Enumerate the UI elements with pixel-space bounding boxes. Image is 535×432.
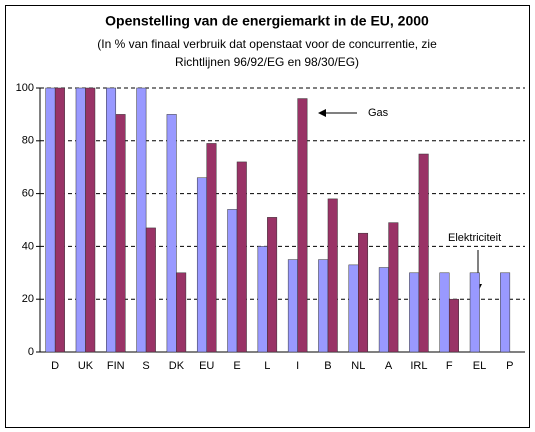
bar xyxy=(500,272,511,353)
y-tick-label: 80 xyxy=(22,135,34,147)
x-tick-label: UK xyxy=(78,360,94,372)
bar xyxy=(54,87,65,353)
bar xyxy=(206,143,217,353)
chart-subtitle: Richtlijnen 96/92/EG en 98/30/EG) xyxy=(175,55,359,69)
bar xyxy=(378,267,389,353)
bar xyxy=(327,198,338,353)
y-tick-label: 40 xyxy=(22,240,34,252)
bar xyxy=(267,217,278,353)
bar xyxy=(257,246,268,353)
y-tick-label: 60 xyxy=(22,188,34,200)
annotation: Gas xyxy=(368,107,389,119)
bar xyxy=(469,272,480,353)
bar xyxy=(145,227,156,353)
bar xyxy=(115,114,126,353)
x-tick-label: EU xyxy=(199,360,214,372)
bar xyxy=(418,153,429,353)
chart-title: Openstelling van de energiemarkt in de E… xyxy=(105,13,429,29)
bar xyxy=(166,114,177,353)
bar xyxy=(106,87,117,353)
bar xyxy=(388,222,399,353)
bar xyxy=(297,98,308,353)
bar xyxy=(85,87,96,353)
x-tick-label: A xyxy=(385,360,393,372)
bar xyxy=(176,272,187,353)
y-tick-label: 0 xyxy=(28,346,34,358)
y-tick-label: 100 xyxy=(16,82,34,94)
bar xyxy=(236,161,247,353)
x-tick-label: EL xyxy=(473,360,486,372)
x-tick-label: NL xyxy=(351,360,365,372)
annotation: Elektriciteit xyxy=(448,232,501,244)
x-tick-label: IRL xyxy=(410,360,427,372)
x-tick-label: FIN xyxy=(107,360,125,372)
bar xyxy=(287,259,298,353)
x-tick-label: I xyxy=(296,360,299,372)
x-tick-label: L xyxy=(264,360,270,372)
x-tick-label: DK xyxy=(169,360,185,372)
x-tick-label: E xyxy=(233,360,240,372)
bar xyxy=(409,272,420,353)
bar xyxy=(348,264,359,353)
bar xyxy=(75,87,86,353)
bar xyxy=(227,209,238,353)
bar xyxy=(196,177,207,353)
x-tick-label: F xyxy=(446,360,453,372)
bar xyxy=(448,298,459,353)
x-tick-label: P xyxy=(506,360,513,372)
bar xyxy=(318,259,329,353)
bar xyxy=(136,87,147,353)
annotation-arrowhead xyxy=(318,109,326,117)
bar xyxy=(358,232,369,353)
x-tick-label: B xyxy=(324,360,331,372)
y-tick-label: 20 xyxy=(22,293,34,305)
chart-subtitle: (In % van finaal verbruik dat openstaat … xyxy=(97,37,437,51)
x-tick-label: D xyxy=(51,360,59,372)
x-tick-label: S xyxy=(142,360,149,372)
bar xyxy=(439,272,450,353)
bar xyxy=(45,87,56,353)
